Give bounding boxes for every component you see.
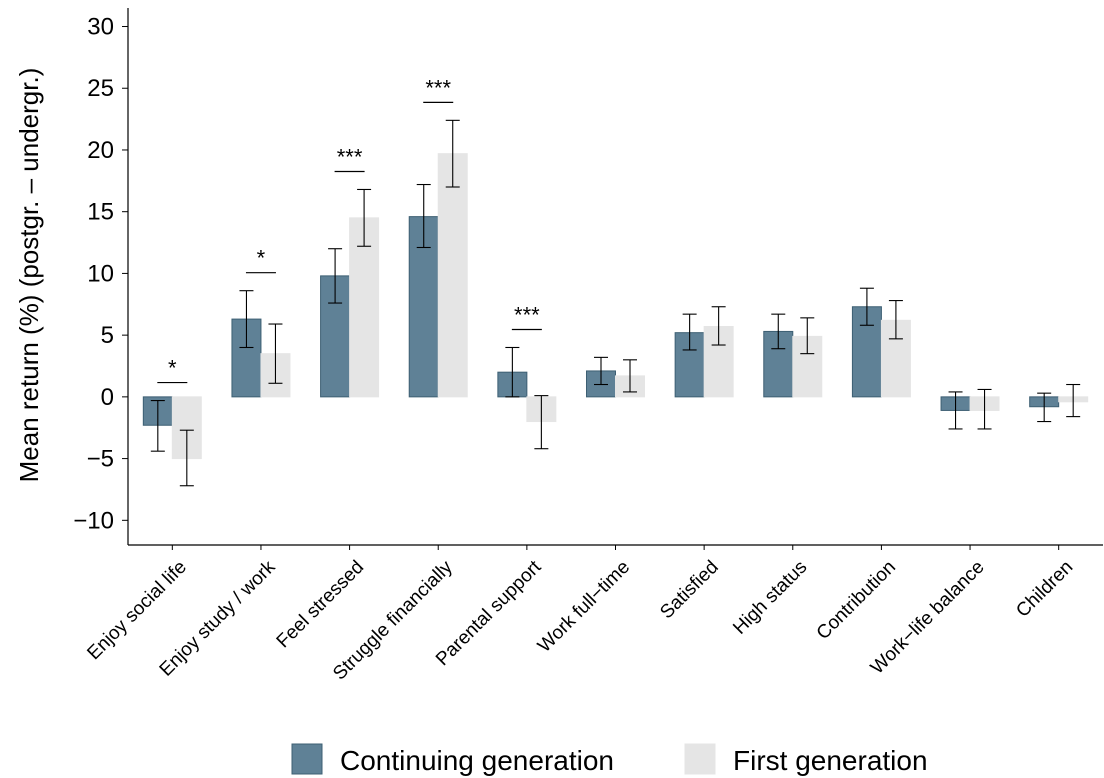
y-tick-label: 10 xyxy=(87,260,114,287)
x-tick-label: Feel stressed xyxy=(273,557,368,652)
y-tick-label: −5 xyxy=(87,446,114,473)
x-tick-label: Contribution xyxy=(813,557,900,644)
legend-label: Continuing generation xyxy=(340,745,614,776)
y-tick-label: 5 xyxy=(101,322,114,349)
significance-stars: *** xyxy=(514,302,540,327)
significance-stars: *** xyxy=(425,75,451,100)
significance-markers: *********** xyxy=(157,75,542,384)
bar-first-2 xyxy=(349,217,380,398)
y-tick-label: 25 xyxy=(87,75,114,102)
legend: Continuing generation First generation xyxy=(291,743,928,776)
y-tick-label: 0 xyxy=(101,384,114,411)
x-tick-label: Satisfied xyxy=(656,557,722,623)
bar-first-3 xyxy=(437,153,468,398)
y-ticks: −10 −5 0 5 10 15 20 25 30 xyxy=(73,14,128,534)
legend-swatch xyxy=(684,743,716,775)
bars xyxy=(142,153,1089,460)
y-tick-label: −10 xyxy=(73,507,114,534)
legend-swatch xyxy=(291,743,323,775)
y-tick-label: 30 xyxy=(87,14,114,41)
significance-stars: * xyxy=(168,356,177,381)
y-tick-label: 15 xyxy=(87,199,114,226)
axes xyxy=(127,8,1103,546)
x-tick-label: Children xyxy=(1012,557,1077,622)
error-bars xyxy=(150,119,1081,487)
significance-stars: *** xyxy=(337,144,363,169)
y-axis-title: Mean return (%) (postgr. – undergr.) xyxy=(14,68,44,483)
y-tick-label: 20 xyxy=(87,137,114,164)
x-tick-label: Work full−time xyxy=(534,557,634,657)
significance-stars: * xyxy=(257,246,266,271)
x-tick-label: High status xyxy=(729,557,811,639)
legend-label: First generation xyxy=(733,745,928,776)
